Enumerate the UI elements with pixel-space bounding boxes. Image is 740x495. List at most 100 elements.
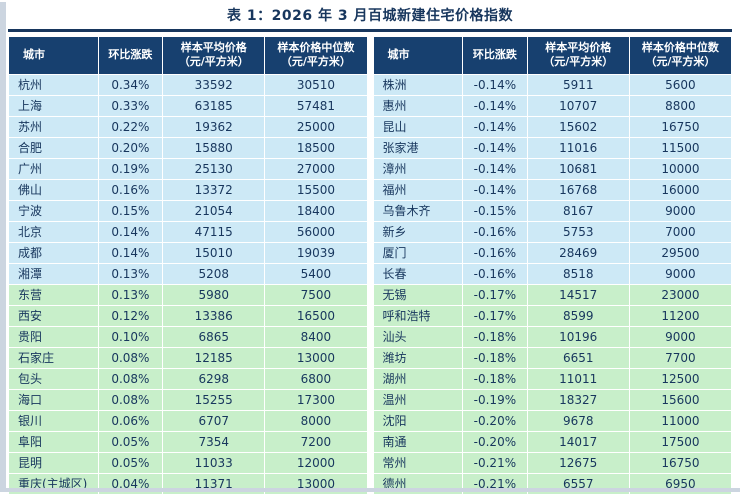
- median-price-cell: 13000: [264, 346, 368, 369]
- change-cell: -0.14%: [462, 136, 528, 159]
- table-body: 株洲 -0.14% 5911 5600 惠州 -0.14% 10707 8800 昆山 -0.14…: [372, 73, 733, 495]
- city-cell: 广州: [8, 157, 99, 180]
- change-cell: 0.33%: [97, 94, 164, 117]
- avg-price-cell: 28469: [526, 241, 630, 264]
- table-row: 石家庄 0.08% 12185 13000: [8, 346, 368, 369]
- table-title: 表 1：2026 年 3 月百城新建住宅价格指数: [227, 8, 513, 24]
- table-row: 昆山 -0.14% 15602 16750: [372, 115, 733, 138]
- table-row: 呼和浩特 -0.17% 8599 11200: [372, 304, 733, 327]
- change-cell: -0.18%: [462, 325, 528, 348]
- median-price-cell: 5400: [264, 262, 368, 285]
- city-cell: 上海: [8, 94, 99, 117]
- city-cell: 惠州: [372, 94, 464, 117]
- median-price-cell: 9000: [628, 262, 733, 285]
- city-cell: 湘潭: [8, 262, 99, 285]
- table-row: 上海 0.33% 63185 57481: [8, 94, 368, 117]
- avg-price-cell: 11033: [162, 451, 266, 474]
- median-price-cell: 7500: [264, 283, 368, 306]
- median-price-cell: 11000: [628, 409, 733, 432]
- city-cell: 合肥: [8, 136, 99, 159]
- city-cell: 西安: [8, 304, 99, 327]
- change-cell: 0.12%: [97, 304, 164, 327]
- column-header-city: 城市: [8, 36, 99, 75]
- city-cell: 东营: [8, 283, 99, 306]
- table-row: 合肥 0.20% 15880 18500: [8, 136, 368, 159]
- median-price-cell: 30510: [264, 73, 368, 96]
- change-cell: -0.21%: [462, 451, 528, 474]
- city-cell: 北京: [8, 220, 99, 243]
- avg-price-cell: 15010: [162, 241, 266, 264]
- median-price-cell: 27000: [264, 157, 368, 180]
- column-header-median: 样本价格中位数 （元/平方米）: [628, 36, 733, 75]
- change-cell: 0.14%: [97, 241, 164, 264]
- avg-price-cell: 6651: [526, 346, 630, 369]
- median-price-cell: 10000: [628, 157, 733, 180]
- city-cell: 宁波: [8, 199, 99, 222]
- median-price-cell: 8800: [628, 94, 733, 117]
- column-unit: （元/平方米）: [543, 55, 614, 69]
- table-row: 包头 0.08% 6298 6800: [8, 367, 368, 390]
- city-cell: 无锡: [372, 283, 464, 306]
- change-cell: 0.34%: [97, 73, 164, 96]
- change-cell: 0.13%: [97, 262, 164, 285]
- change-cell: -0.16%: [462, 220, 528, 243]
- change-cell: -0.14%: [462, 73, 528, 96]
- table-row: 湘潭 0.13% 5208 5400: [8, 262, 368, 285]
- avg-price-cell: 6865: [162, 325, 266, 348]
- city-cell: 贵阳: [8, 325, 99, 348]
- table-row: 西安 0.12% 13386 16500: [8, 304, 368, 327]
- avg-price-cell: 19362: [162, 115, 266, 138]
- avg-price-cell: 15880: [162, 136, 266, 159]
- change-cell: -0.19%: [462, 388, 528, 411]
- column-label: 样本平均价格: [545, 41, 612, 54]
- change-cell: -0.17%: [462, 304, 528, 327]
- avg-price-cell: 8167: [526, 199, 630, 222]
- table-row: 东营 0.13% 5980 7500: [8, 283, 368, 306]
- table-row: 长春 -0.16% 8518 9000: [372, 262, 733, 285]
- table-row: 惠州 -0.14% 10707 8800: [372, 94, 733, 117]
- column-label: 环比涨跌: [472, 48, 517, 62]
- median-price-cell: 23000: [628, 283, 733, 306]
- median-price-cell: 29500: [628, 241, 733, 264]
- city-cell: 张家港: [372, 136, 464, 159]
- table-row: 杭州 0.34% 33592 30510: [8, 73, 368, 96]
- avg-price-cell: 9678: [526, 409, 630, 432]
- change-cell: 0.16%: [97, 178, 164, 201]
- avg-price-cell: 63185: [162, 94, 266, 117]
- change-cell: -0.16%: [462, 262, 528, 285]
- change-cell: 0.13%: [97, 283, 164, 306]
- city-cell: 呼和浩特: [372, 304, 464, 327]
- median-price-cell: 7200: [264, 430, 368, 453]
- change-cell: 0.08%: [97, 346, 164, 369]
- city-cell: 杭州: [8, 73, 99, 96]
- median-price-cell: 7000: [628, 220, 733, 243]
- city-cell: 苏州: [8, 115, 99, 138]
- median-price-cell: 25000: [264, 115, 368, 138]
- avg-price-cell: 33592: [162, 73, 266, 96]
- avg-price-cell: 15602: [526, 115, 630, 138]
- column-header-avg: 样本平均价格 （元/平方米）: [526, 36, 630, 75]
- avg-price-cell: 14517: [526, 283, 630, 306]
- table-row: 株洲 -0.14% 5911 5600: [372, 73, 733, 96]
- city-cell: 潍坊: [372, 346, 464, 369]
- median-price-cell: 16000: [628, 178, 733, 201]
- table-row: 广州 0.19% 25130 27000: [8, 157, 368, 180]
- header-row: 城市 环比涨跌 样本平均价格 （元/平方米） 样本价格中位数 （元/平方米）: [372, 36, 733, 75]
- change-cell: -0.16%: [462, 241, 528, 264]
- table-row: 苏州 0.22% 19362 25000: [8, 115, 368, 138]
- median-price-cell: 18500: [264, 136, 368, 159]
- column-label: 样本价格中位数: [641, 41, 719, 54]
- title-underline: [8, 29, 732, 32]
- avg-price-cell: 13372: [162, 178, 266, 201]
- median-price-cell: 16750: [628, 451, 733, 474]
- column-unit: （元/平方米）: [645, 55, 716, 69]
- city-cell: 昆山: [372, 115, 464, 138]
- median-price-cell: 56000: [264, 220, 368, 243]
- avg-price-cell: 21054: [162, 199, 266, 222]
- city-cell: 海口: [8, 388, 99, 411]
- table-row: 银川 0.06% 6707 8000: [8, 409, 368, 432]
- median-price-cell: 15500: [264, 178, 368, 201]
- table-row: 昆明 0.05% 11033 12000: [8, 451, 368, 474]
- avg-price-cell: 5753: [526, 220, 630, 243]
- column-header-city: 城市: [372, 36, 464, 75]
